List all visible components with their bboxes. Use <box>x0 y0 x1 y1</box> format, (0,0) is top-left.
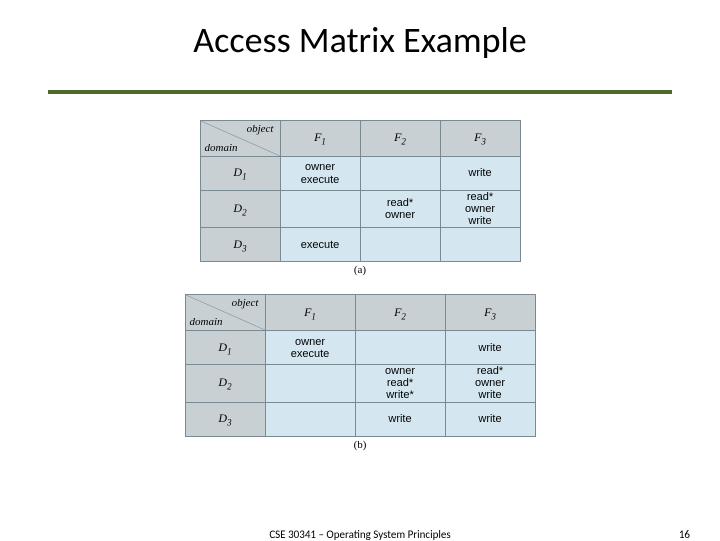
slide-title: Access Matrix Example <box>0 18 720 62</box>
row-header: D2 <box>200 191 280 228</box>
corner-object-label: object <box>247 123 274 135</box>
cell-content: write <box>446 413 535 425</box>
cell-content: read*ownerwrite <box>446 365 535 401</box>
matrix-cell <box>360 157 440 191</box>
table-a-wrap: object domain F1F2F3 D1ownerexecute write D2 r… <box>200 120 521 276</box>
col-header: F3 <box>445 295 535 331</box>
cell-content: write <box>446 342 535 354</box>
cell-content: write <box>441 167 520 179</box>
matrix-cell <box>265 402 355 436</box>
col-header: F2 <box>360 121 440 157</box>
slide: { "title": "Access Matrix Example", "foo… <box>0 0 720 540</box>
matrix-cell <box>280 191 360 228</box>
row-header: D1 <box>200 157 280 191</box>
matrix-cell: ownerread*write* <box>355 365 445 402</box>
matrix-cell <box>355 331 445 365</box>
matrix-cell: write <box>445 402 535 436</box>
col-header: F1 <box>265 295 355 331</box>
matrix-cell: ownerexecute <box>280 157 360 191</box>
tables-container: objectdomainF1F2F3D1ownerexecutewriteD2r… <box>0 120 720 451</box>
matrix-cell: write <box>440 157 520 191</box>
cell-content: ownerread*write* <box>356 365 445 401</box>
title-underline <box>48 90 672 94</box>
col-header: F2 <box>355 295 445 331</box>
matrix-cell: read*ownerwrite <box>440 191 520 228</box>
cell-content: read*ownerwrite <box>441 191 520 227</box>
cell-content: read*owner <box>361 197 440 221</box>
access-matrix-b: object domain F1F2F3 D1ownerexecute write D2 o… <box>185 294 536 436</box>
corner-domain-label: domain <box>190 316 223 328</box>
col-header: F3 <box>440 121 520 157</box>
cell-content: write <box>356 413 445 425</box>
row-header: D1 <box>185 331 265 365</box>
footer-page-number: 16 <box>679 528 690 541</box>
matrix-cell: read*ownerwrite <box>445 365 535 402</box>
matrix-cell: read*owner <box>360 191 440 228</box>
matrix-cell: write <box>355 402 445 436</box>
caption-a: (a) <box>200 264 521 276</box>
matrix-cell: write <box>445 331 535 365</box>
cell-content: execute <box>281 239 360 251</box>
matrix-cell <box>265 365 355 402</box>
corner-cell: object domain <box>200 121 280 157</box>
matrix-cell <box>360 228 440 262</box>
row-header: D2 <box>185 365 265 402</box>
row-header: D3 <box>200 228 280 262</box>
corner-cell: object domain <box>185 295 265 331</box>
matrix-cell <box>440 228 520 262</box>
caption-b: (b) <box>185 439 536 451</box>
row-header: D3 <box>185 402 265 436</box>
corner-domain-label: domain <box>205 142 238 154</box>
access-matrix-a: object domain F1F2F3 D1ownerexecute write D2 r… <box>200 120 521 262</box>
cell-content: ownerexecute <box>281 161 360 185</box>
matrix-cell: execute <box>280 228 360 262</box>
table-b-wrap: object domain F1F2F3 D1ownerexecute write D2 o… <box>185 294 536 450</box>
corner-object-label: object <box>232 297 259 309</box>
footer-course: CSE 30341 – Operating System Principles <box>0 528 720 541</box>
matrix-cell: ownerexecute <box>265 331 355 365</box>
col-header: F1 <box>280 121 360 157</box>
cell-content: ownerexecute <box>266 336 355 360</box>
